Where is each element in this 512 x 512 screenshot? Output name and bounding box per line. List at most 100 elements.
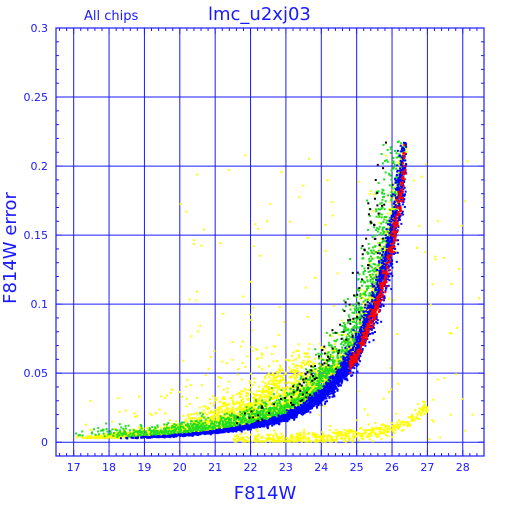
yellow-point: [329, 372, 332, 375]
yellow-outlier-point: [416, 246, 419, 249]
yellow-point: [331, 348, 334, 351]
yellow-point: [293, 365, 296, 368]
yellow-outlier-point: [335, 428, 338, 431]
yellow-low-point: [311, 432, 314, 435]
yellow-low-point: [304, 440, 307, 443]
yellow-point: [253, 405, 256, 408]
yellow-point: [313, 370, 316, 373]
yellow-low-point: [321, 435, 324, 438]
yellow-point: [231, 406, 234, 409]
yellow-point: [332, 355, 335, 358]
yellow-point: [225, 403, 228, 406]
yellow-point: [123, 436, 126, 439]
yellow-point: [380, 238, 383, 241]
yellow-point: [80, 435, 83, 438]
yellow-point: [266, 387, 269, 390]
yellow-point: [86, 435, 89, 438]
yellow-low-point: [297, 439, 300, 442]
yellow-point: [299, 365, 302, 368]
yellow-point: [248, 405, 251, 408]
yellow-point: [283, 389, 286, 392]
yellow-point: [76, 435, 79, 438]
yellow-point: [101, 436, 104, 439]
yellow-point: [94, 436, 97, 439]
yellow-low-point: [298, 434, 301, 437]
yellow-point: [160, 395, 163, 398]
yellow-outlier-point: [443, 376, 446, 379]
yellow-point: [293, 368, 296, 371]
yellow-low-point: [360, 426, 363, 429]
yellow-low-point: [307, 436, 310, 439]
yellow-point: [260, 394, 263, 397]
yellow-point: [395, 208, 398, 211]
yellow-low-point: [328, 435, 331, 438]
yellow-point: [270, 383, 273, 386]
yellow-point: [393, 195, 396, 198]
yellow-point: [108, 435, 111, 438]
yellow-point: [377, 251, 380, 254]
yellow-point: [86, 436, 89, 439]
yellow-point: [283, 394, 286, 397]
yellow-outlier-point: [372, 257, 375, 260]
yellow-low-point: [364, 432, 367, 435]
yellow-point: [165, 394, 168, 397]
yellow-point: [292, 351, 295, 354]
green-point: [210, 426, 213, 429]
yellow-point: [394, 207, 397, 210]
yellow-point: [266, 395, 269, 398]
yellow-point: [183, 425, 186, 428]
yellow-low-point: [235, 434, 238, 437]
yellow-outlier-point: [225, 362, 228, 365]
yellow-point: [221, 405, 224, 408]
yellow-point: [265, 385, 268, 388]
yellow-point: [249, 403, 252, 406]
yellow-point: [226, 407, 229, 410]
yellow-point: [138, 395, 141, 398]
yellow-low-point: [406, 423, 409, 426]
yellow-point: [208, 407, 211, 410]
yellow-point: [294, 390, 297, 393]
yellow-point: [244, 404, 247, 407]
yellow-point: [362, 302, 365, 305]
yellow-low-point: [374, 431, 377, 434]
yellow-point: [231, 414, 234, 417]
yellow-low-point: [291, 433, 294, 436]
yellow-low-point: [273, 438, 276, 441]
yellow-point: [268, 397, 271, 400]
yellow-low-point: [408, 425, 411, 428]
yellow-low-point: [426, 406, 429, 409]
yellow-outlier-point: [412, 179, 415, 182]
yellow-low-point: [420, 412, 423, 415]
yellow-point: [270, 378, 273, 381]
yellow-point: [124, 409, 127, 412]
yellow-point: [217, 406, 220, 409]
yellow-point: [249, 379, 252, 382]
yellow-point: [254, 397, 257, 400]
yellow-outlier-point: [257, 227, 260, 230]
yellow-point: [87, 436, 90, 439]
yellow-point: [292, 381, 295, 384]
yellow-point: [301, 377, 304, 380]
yellow-low-point: [282, 439, 285, 442]
yellow-outlier-point: [466, 160, 469, 163]
yellow-low-point: [330, 440, 333, 443]
yellow-point: [198, 418, 201, 421]
yellow-point: [246, 355, 249, 358]
yellow-low-point: [267, 434, 270, 437]
yellow-point: [237, 368, 240, 371]
yellow-low-point: [346, 432, 349, 435]
yellow-point: [335, 364, 338, 367]
yellow-outlier-point: [265, 346, 268, 349]
yellow-point: [291, 383, 294, 386]
yellow-point: [223, 401, 226, 404]
yellow-outlier-point: [306, 433, 309, 436]
yellow-low-point: [344, 431, 347, 434]
yellow-point: [272, 381, 275, 384]
yellow-point: [306, 361, 309, 364]
yellow-outlier-point: [250, 318, 253, 321]
yellow-outlier-point: [326, 179, 329, 182]
green-point: [228, 421, 231, 424]
yellow-point: [181, 429, 184, 432]
yellow-point: [272, 375, 275, 378]
yellow-outlier-point: [307, 157, 310, 160]
